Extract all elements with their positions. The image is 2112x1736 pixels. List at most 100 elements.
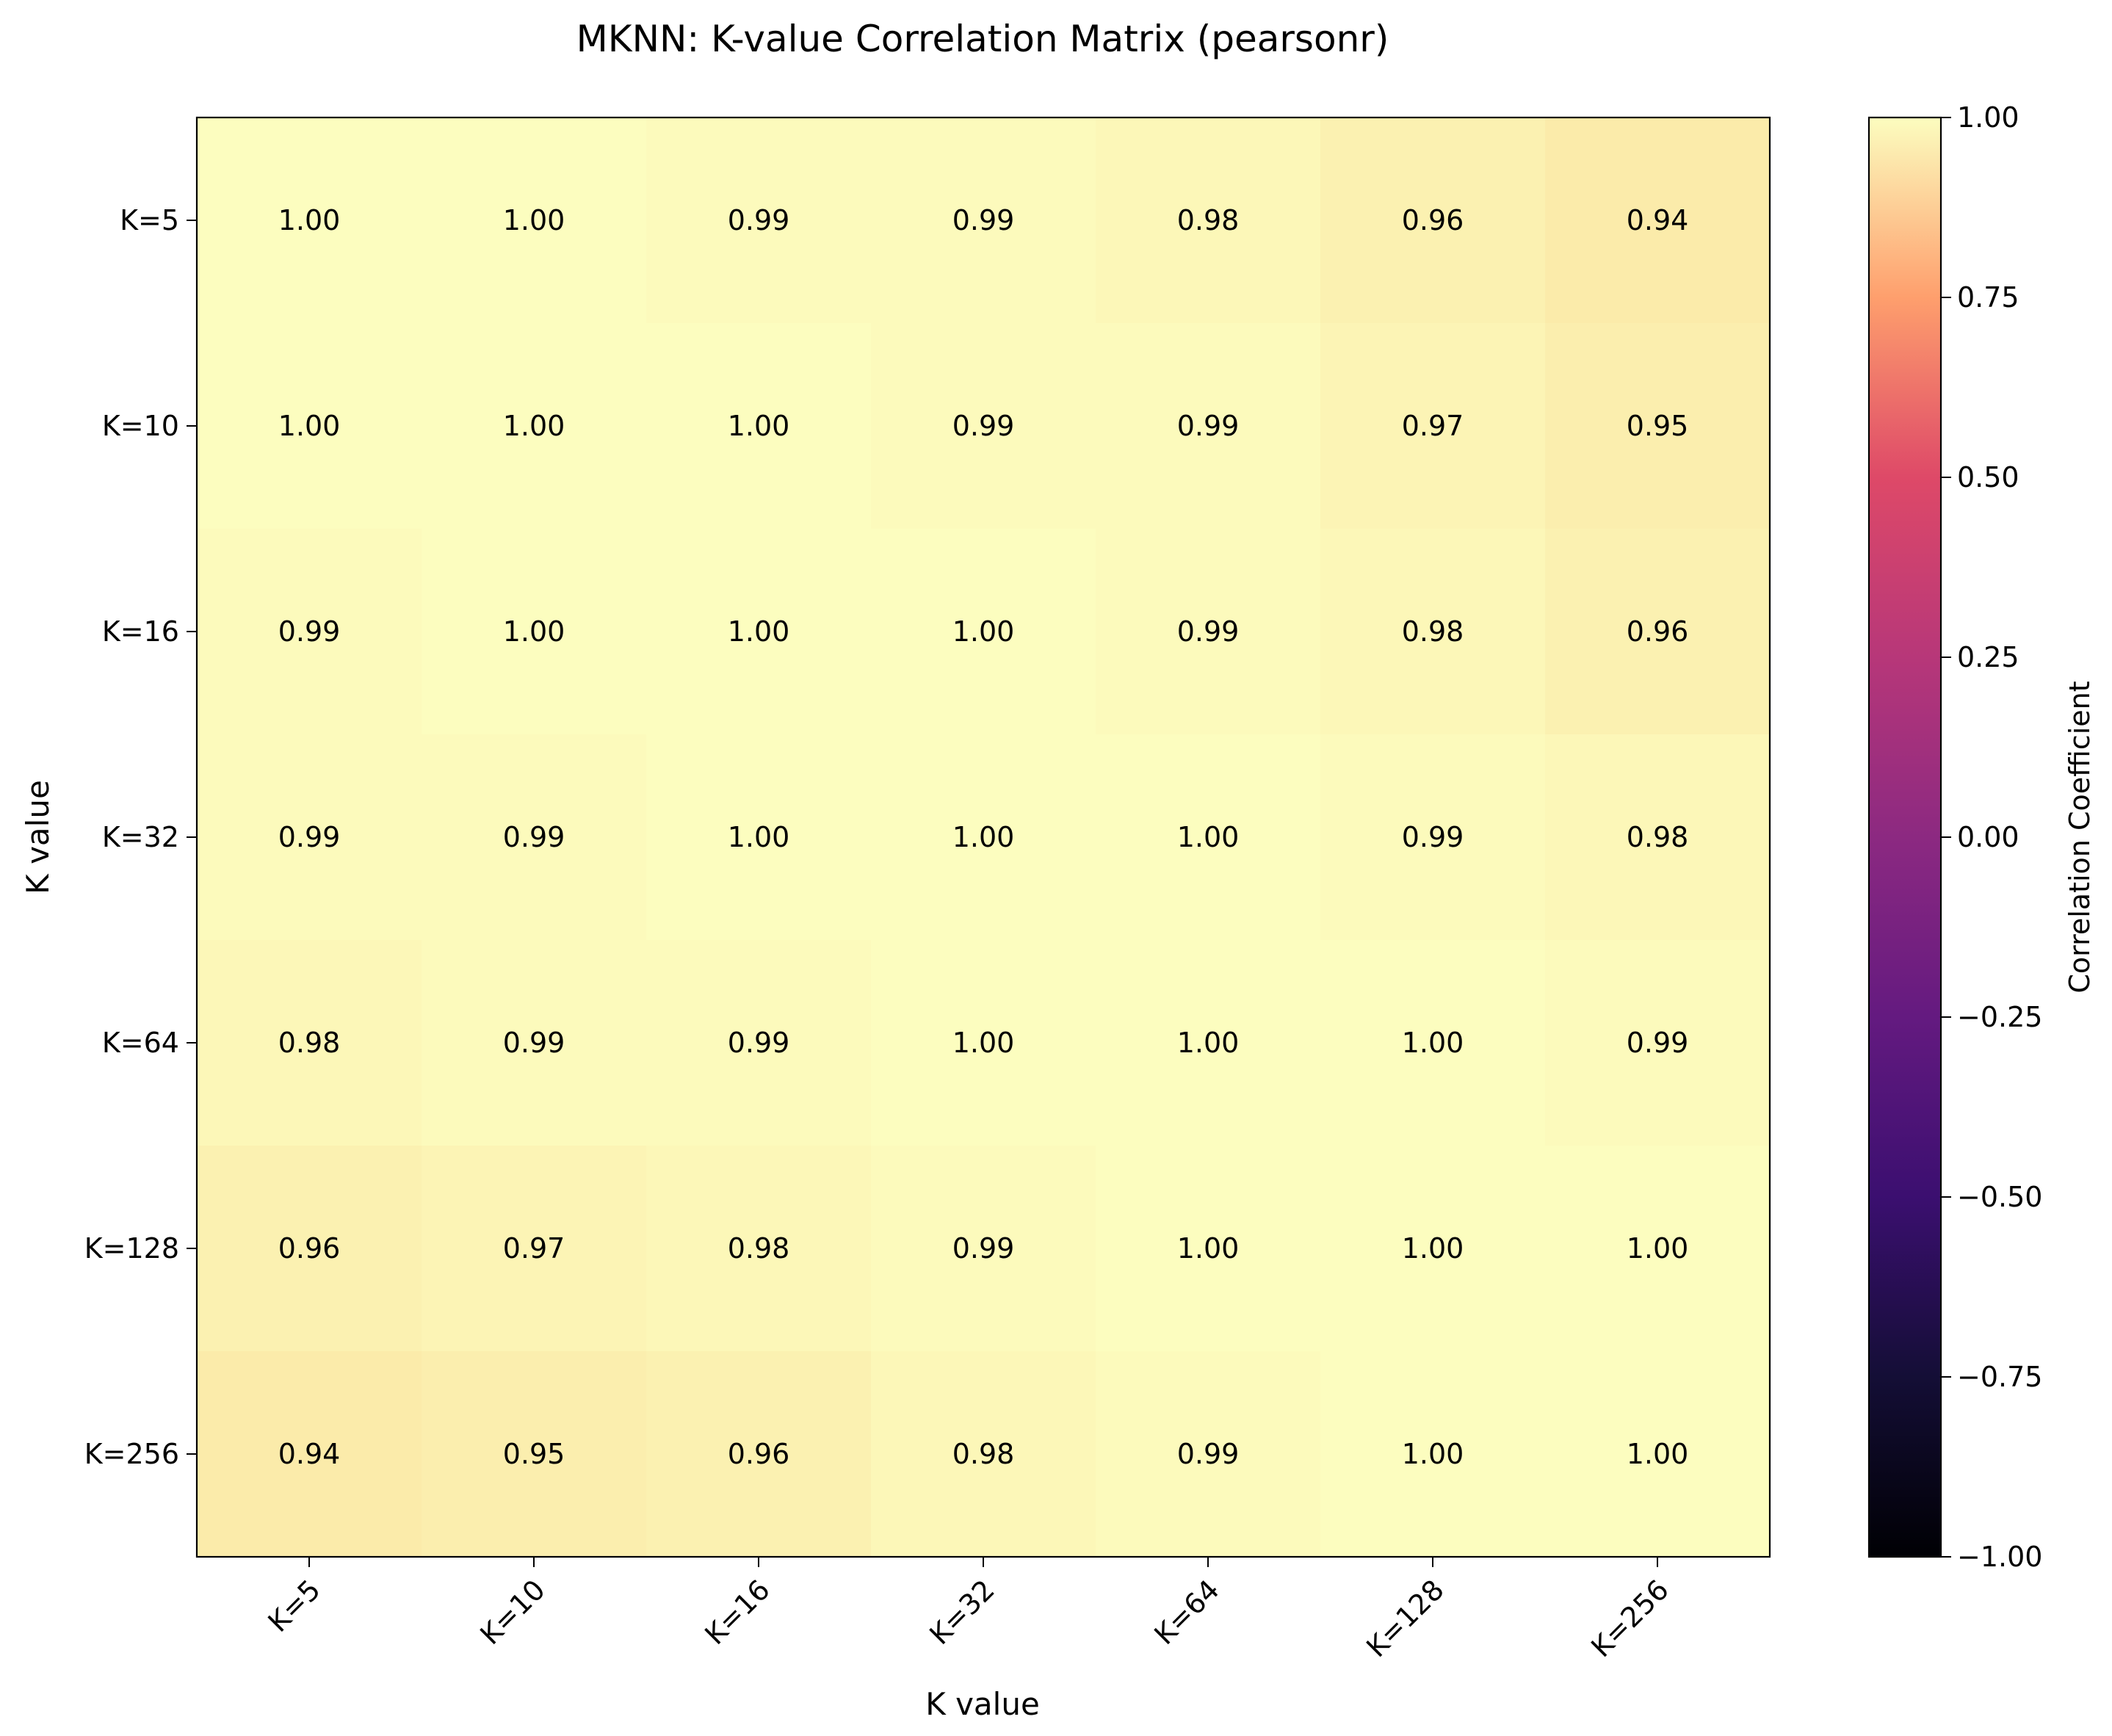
heatmap-cell xyxy=(197,117,422,324)
colorbar-ticks: −1.00 −0.75 −0.50 −0.25 0.00 0.25 0.50 0.75 1.00 xyxy=(1941,101,2042,1573)
heatmap-cell xyxy=(1545,117,1771,324)
cell-value-label: 0.98 xyxy=(1177,204,1240,236)
y-tick-label: K=5 xyxy=(120,204,179,236)
cell-value-label: 1.00 xyxy=(503,615,565,648)
heatmap-cell xyxy=(1096,323,1321,529)
x-tick-label: K=128 xyxy=(1360,1574,1450,1664)
x-axis-label: K value xyxy=(925,1686,1040,1722)
heatmap-cell xyxy=(1096,734,1321,941)
x-tick-label: K=10 xyxy=(474,1574,551,1651)
cell-value-label: 0.99 xyxy=(1627,1027,1689,1059)
heatmap-cell xyxy=(646,734,872,941)
heatmap-cell xyxy=(1320,1351,1546,1558)
colorbar-tick-label: 0.25 xyxy=(1957,641,2019,673)
heatmap-cell xyxy=(197,529,422,735)
heatmap-cell xyxy=(871,323,1096,529)
heatmap-cell xyxy=(422,734,647,941)
cell-value-label: 1.00 xyxy=(1402,1027,1464,1059)
cell-value-label: 1.00 xyxy=(1402,1438,1464,1470)
heatmap-cell xyxy=(197,940,422,1146)
cell-value-label: 0.99 xyxy=(728,1027,790,1059)
colorbar-tick-label: −0.50 xyxy=(1957,1181,2042,1213)
y-axis-label: K value xyxy=(20,780,56,894)
cell-value-label: 1.00 xyxy=(1177,1027,1240,1059)
cell-value-label: 1.00 xyxy=(503,204,565,236)
cell-value-label: 0.99 xyxy=(278,615,341,648)
cell-value-label: 0.99 xyxy=(503,821,565,853)
cell-value-label: 0.96 xyxy=(1627,615,1689,648)
heatmap-cell xyxy=(197,1351,422,1558)
cell-value-label: 0.96 xyxy=(728,1438,790,1470)
heatmap-cell xyxy=(422,117,647,324)
cell-value-label: 1.00 xyxy=(952,1027,1015,1059)
heatmap-cell xyxy=(646,1146,872,1352)
y-tick-label: K=16 xyxy=(102,615,179,648)
x-tick-label: K=5 xyxy=(261,1574,326,1638)
heatmap-cell xyxy=(646,1351,872,1558)
heatmap-cell xyxy=(1545,1351,1771,1558)
x-tick-label: K=256 xyxy=(1585,1574,1675,1664)
heatmap-cell xyxy=(422,529,647,735)
heatmap-cell xyxy=(1096,1351,1321,1558)
heatmap-cell xyxy=(1320,734,1546,941)
cell-value-label: 0.97 xyxy=(503,1232,565,1265)
colorbar-tick-label: −0.25 xyxy=(1957,1001,2042,1033)
y-tick-label: K=32 xyxy=(102,821,179,853)
cell-value-label: 1.00 xyxy=(278,204,341,236)
cell-value-label: 1.00 xyxy=(728,821,790,853)
cell-value-label: 1.00 xyxy=(728,410,790,442)
heatmap-cell xyxy=(1320,323,1546,529)
colorbar-tick-label: 0.75 xyxy=(1957,281,2019,314)
cell-value-label: 0.98 xyxy=(952,1438,1015,1470)
heatmap-cell-labels: 1.00 1.00 0.99 0.99 0.98 0.96 0.94 1.00 1.00 1.00… xyxy=(278,204,1689,1470)
cell-value-label: 0.99 xyxy=(952,204,1015,236)
colorbar-tick-label: 0.00 xyxy=(1957,821,2019,853)
y-tick-label: K=128 xyxy=(84,1232,179,1265)
cell-value-label: 1.00 xyxy=(1402,1232,1464,1265)
cell-value-label: 0.99 xyxy=(952,1232,1015,1265)
colorbar xyxy=(1867,116,1942,1558)
cell-value-label: 1.00 xyxy=(728,615,790,648)
y-tick-label: K=64 xyxy=(102,1027,179,1059)
heatmap-cell xyxy=(422,940,647,1146)
chart-title: MKNN: K-value Correlation Matrix (pearso… xyxy=(576,18,1389,60)
cell-value-label: 0.96 xyxy=(1402,204,1464,236)
heatmap-cell xyxy=(646,529,872,735)
heatmap-cells xyxy=(197,117,1771,1558)
x-tick-label: K=16 xyxy=(698,1574,775,1651)
heatmap-cell xyxy=(646,323,872,529)
cell-value-label: 1.00 xyxy=(1177,1232,1240,1265)
heatmap-cell xyxy=(1320,940,1546,1146)
cell-value-label: 0.94 xyxy=(278,1438,341,1470)
y-tick-label: K=10 xyxy=(102,410,179,442)
cell-value-label: 0.98 xyxy=(1627,821,1689,853)
heatmap-cell xyxy=(871,734,1096,941)
heatmap-cell xyxy=(871,1146,1096,1352)
cell-value-label: 0.94 xyxy=(1627,204,1689,236)
heatmap-cell xyxy=(871,1351,1096,1558)
cell-value-label: 0.99 xyxy=(1177,615,1240,648)
x-tick-label: K=64 xyxy=(1148,1574,1225,1651)
cell-value-label: 0.99 xyxy=(728,204,790,236)
heatmap-cell xyxy=(871,117,1096,324)
y-axis-ticks: K=5 K=10 K=16 K=32 K=64 K=128 K=256 xyxy=(84,204,197,1470)
heatmap-cell xyxy=(422,1146,647,1352)
heatmap-cell xyxy=(871,940,1096,1146)
heatmap-cell xyxy=(422,323,647,529)
colorbar-tick-label: −0.75 xyxy=(1957,1361,2042,1393)
cell-value-label: 1.00 xyxy=(1177,821,1240,853)
heatmap-cell xyxy=(1545,529,1771,735)
heatmap-cell xyxy=(197,1146,422,1352)
colorbar-tick-label: 1.00 xyxy=(1957,101,2019,134)
heatmap-cell xyxy=(1545,1146,1771,1352)
cell-value-label: 0.99 xyxy=(1402,821,1464,853)
colorbar-label: Correlation Coefficient xyxy=(2064,681,2096,993)
cell-value-label: 0.99 xyxy=(1177,1438,1240,1470)
cell-value-label: 0.98 xyxy=(1402,615,1464,648)
cell-value-label: 0.98 xyxy=(728,1232,790,1265)
x-axis-ticks: K=5 K=10 K=16 K=32 K=64 K=128 K=256 xyxy=(261,1557,1675,1664)
cell-value-label: 0.99 xyxy=(503,1027,565,1059)
heatmap-cell xyxy=(646,117,872,324)
cell-value-label: 1.00 xyxy=(952,821,1015,853)
